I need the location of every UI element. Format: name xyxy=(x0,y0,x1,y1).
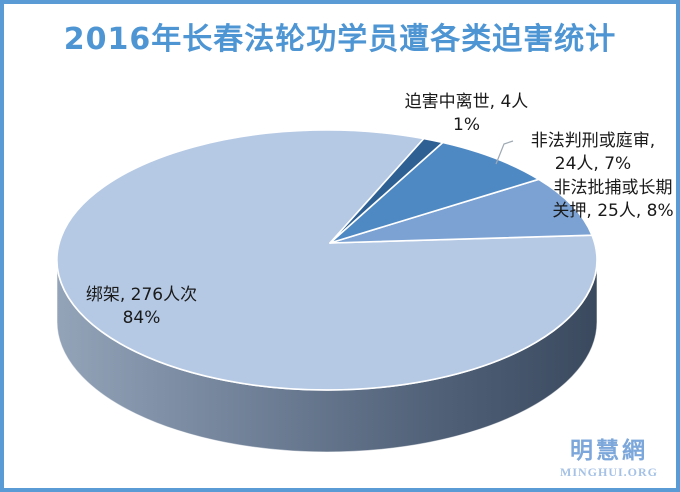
minghui-watermark: 明慧網 MINGHUI.ORG xyxy=(560,438,658,479)
label-kidnap-line2: 84% xyxy=(122,308,161,328)
label-death-line1: 迫害中离世, 4人 xyxy=(404,92,529,112)
label-kidnap: 绑架, 276人次 84% xyxy=(59,284,224,330)
label-arrest-line1: 非法批捕或长期 xyxy=(553,178,673,198)
label-arrest: 非法批捕或长期 关押, 25人, 8% xyxy=(524,177,676,223)
pie-slice-绑架 xyxy=(56,129,598,391)
label-death-line2: 1% xyxy=(453,115,480,135)
watermark-english: MINGHUI.ORG xyxy=(560,465,658,479)
label-sentencing-line2: 24人, 7% xyxy=(554,154,632,174)
label-sentencing: 非法判刑或庭审, 24人, 7% xyxy=(504,130,676,176)
pie-slice-非法判刑或庭审 xyxy=(329,141,540,244)
pie-slice-迫害中离世 xyxy=(329,137,444,244)
watermark-chinese: 明慧網 xyxy=(570,438,648,464)
label-arrest-line2: 关押, 25人, 8% xyxy=(552,201,674,221)
pie-chart xyxy=(56,129,598,453)
pie-slice-非法批捕或长期关押 xyxy=(329,178,593,244)
label-kidnap-line1: 绑架, 276人次 xyxy=(85,285,198,305)
pie-slices xyxy=(56,129,598,391)
label-death: 迫害中离世, 4人 1% xyxy=(384,91,549,137)
label-sentencing-line1: 非法判刑或庭审, xyxy=(530,131,656,151)
leader-line-sentencing xyxy=(495,140,514,165)
chart-title: 2016年长春法轮功学员遭各类迫害统计 xyxy=(63,22,617,57)
